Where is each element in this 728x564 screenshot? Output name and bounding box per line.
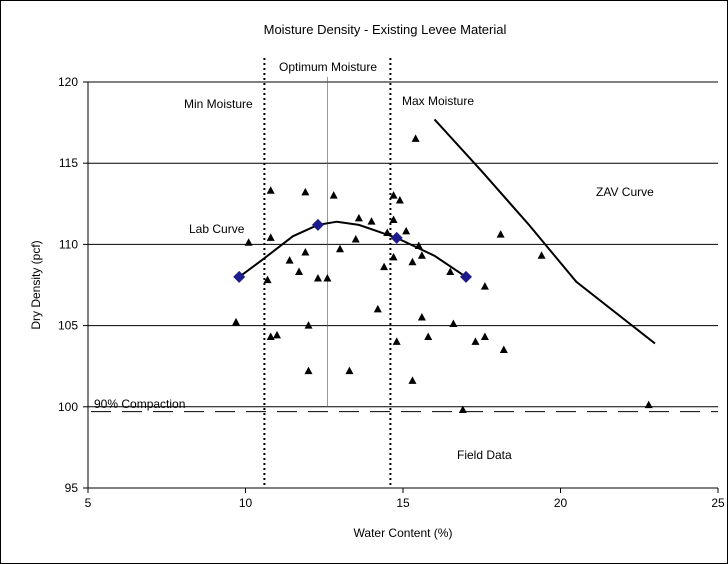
y-tick-label: 95 [65, 481, 79, 495]
field-data-point [373, 304, 382, 313]
field-data-point [244, 238, 253, 246]
field-data-point [449, 319, 458, 327]
field-data-point [285, 256, 294, 264]
field-data-point [380, 262, 389, 271]
max-moisture-label: Max Moisture [402, 94, 474, 108]
field-data-point [395, 196, 404, 204]
field-data-point [417, 312, 426, 321]
field-data-point [323, 274, 332, 282]
field-data-point [496, 230, 505, 238]
zav-curve-line [433, 118, 656, 345]
y-tick-label: 105 [58, 319, 78, 333]
y-tick-label: 100 [58, 400, 78, 414]
y-axis-label: Dry Density (pcf) [29, 240, 43, 329]
field-data-point [389, 191, 398, 199]
x-tick-label: 5 [85, 496, 92, 510]
field-data-point [295, 267, 304, 276]
lab-curve-label: Lab Curve [189, 222, 245, 236]
field-data-point [329, 191, 338, 199]
axis-ticks: 95 100 105 110 115 120 5 10 15 20 25 [58, 75, 725, 510]
field-data-point [392, 337, 401, 345]
field-data-point [345, 366, 354, 375]
field-data-point [402, 226, 411, 235]
field-data-point [458, 405, 467, 414]
chart-title: Moisture Density - Existing Levee Materi… [264, 22, 507, 37]
field-data-point [480, 332, 489, 340]
field-data-point [446, 267, 455, 276]
field-data-point [537, 251, 546, 259]
y-tick-label: 120 [58, 75, 78, 89]
field-data-point [424, 332, 433, 340]
field-data-point [411, 134, 420, 142]
x-tick-label: 15 [396, 496, 410, 510]
field-data-point [313, 274, 322, 282]
field-data-point [383, 228, 392, 237]
field-data-point [354, 213, 363, 222]
zav-curve-label: ZAV Curve [596, 185, 654, 199]
lab-curve-line [238, 220, 467, 278]
x-tick-label: 10 [239, 496, 253, 510]
field-data-point [644, 400, 653, 409]
field-data-point [304, 321, 313, 329]
optimum-moisture-label: Optimum Moisture [279, 60, 377, 74]
lab-curve-point [311, 218, 324, 231]
field-data-point [389, 215, 398, 224]
x-tick-label: 25 [711, 496, 725, 510]
field-data-label: Field Data [457, 448, 512, 462]
curves [238, 118, 656, 345]
compaction-label: 90% Compaction [94, 397, 185, 411]
horizontal-gridlines [88, 81, 718, 408]
field-data-point [301, 187, 310, 196]
field-data-point [351, 235, 360, 243]
lab-curve-point [390, 231, 403, 244]
field-data-point [273, 330, 281, 339]
field-data-point [232, 317, 241, 326]
field-data-point [263, 275, 272, 284]
field-data-point [304, 366, 313, 375]
field-data-point [499, 345, 508, 353]
field-data-point [408, 257, 417, 266]
field-data-point [266, 332, 275, 340]
field-data-point [367, 217, 376, 225]
field-data-point [480, 282, 489, 290]
y-tick-label: 110 [59, 237, 78, 251]
data-points [232, 134, 653, 414]
field-data-point [408, 376, 417, 384]
min-moisture-label: Min Moisture [184, 97, 253, 111]
field-data-point [389, 252, 398, 261]
field-data-point [301, 248, 310, 256]
field-data-point [266, 233, 275, 241]
field-data-point [471, 337, 480, 345]
x-axis-label: Water Content (%) [354, 526, 453, 540]
x-tick-label: 20 [554, 496, 568, 510]
lab-curve-point [460, 270, 472, 283]
lab-curve-point [233, 270, 246, 283]
field-data-point [414, 241, 423, 250]
field-data-point [266, 186, 275, 194]
y-tick-label: 115 [59, 156, 78, 170]
field-data-point [417, 251, 426, 259]
reference-lines [91, 58, 718, 488]
field-data-point [336, 244, 344, 253]
